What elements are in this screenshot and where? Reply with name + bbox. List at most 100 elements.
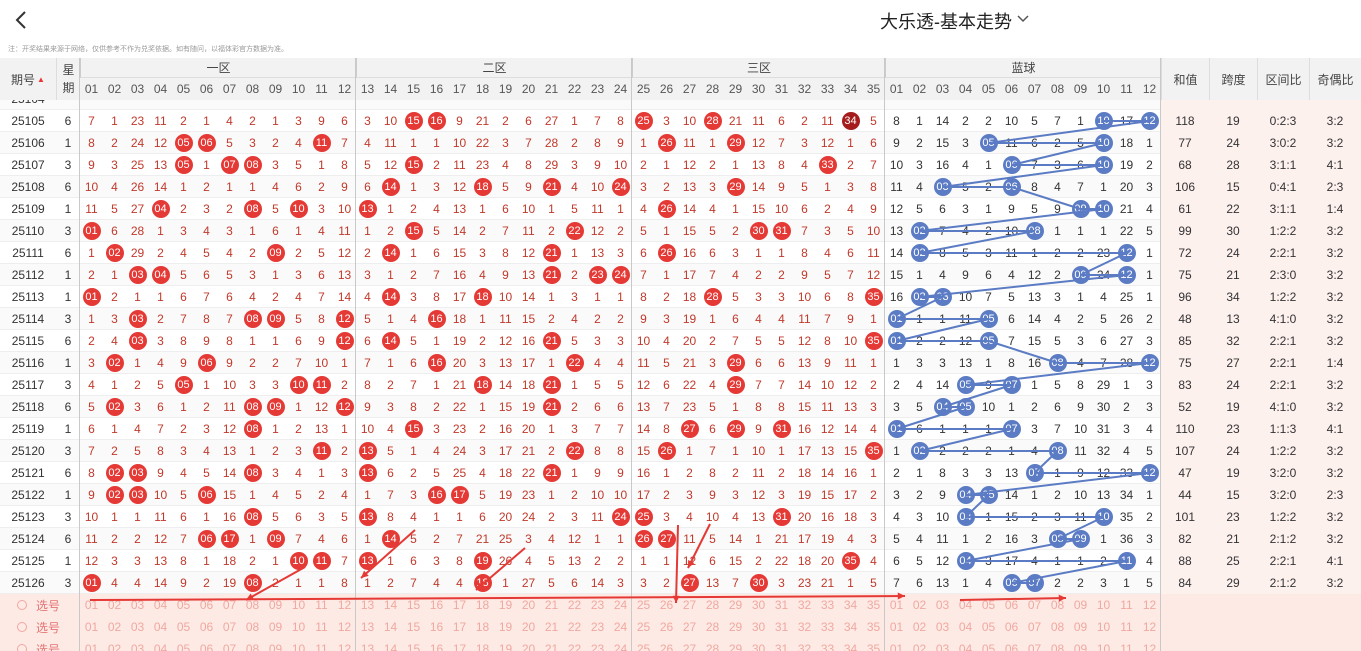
- selector-number[interactable]: 04: [153, 642, 168, 651]
- selector-number[interactable]: 03: [935, 598, 950, 612]
- selector-number[interactable]: 03: [130, 598, 145, 612]
- selector-number[interactable]: 16: [429, 642, 444, 651]
- stat-header[interactable]: 和值: [1161, 58, 1209, 100]
- table-row[interactable]: 25109 1 11 5 27 04 2 3 2 08 5 10 3 10 13 1 2 4 13 1 6 10 1 5 11 1…: [0, 198, 1361, 220]
- selector-number[interactable]: 29: [728, 642, 743, 651]
- selector-number[interactable]: 13: [360, 620, 375, 634]
- selector-number[interactable]: 02: [107, 598, 122, 612]
- selector-number[interactable]: 11: [1120, 598, 1133, 612]
- table-row[interactable]: 25110 3 01 6 28 1 3 4 3 1 6 1 4 11 1 2 15 5 14 2 7 11 2 22 12 2 5 1…: [0, 220, 1361, 242]
- table-row[interactable]: 25123 3 10 1 1 11 6 1 16 08 5 6 3 5 13 8 4 1 1 6 20 24 2 3 11 24 2…: [0, 506, 1361, 528]
- selector-number[interactable]: 30: [751, 598, 766, 612]
- selector-number[interactable]: 27: [682, 642, 697, 651]
- selector-number[interactable]: 32: [797, 620, 812, 634]
- selector-number[interactable]: 12: [337, 642, 352, 651]
- selector-number[interactable]: 28: [705, 642, 720, 651]
- table-row[interactable]: 25117 3 4 1 2 5 05 1 10 3 3 10 11 2 8 2 7 1 21 18 14 18 21 1 5 5 1…: [0, 374, 1361, 396]
- table-row[interactable]: 25125 1 12 3 3 13 8 1 18 2 1 10 11 7 13 1 6 3 8 19 26 4 5 13 2 2 1…: [0, 550, 1361, 572]
- selector-number[interactable]: 10: [1096, 598, 1111, 612]
- table-row[interactable]: 25115 6 2 4 03 3 8 9 8 1 1 6 9 12 6 14 5 1 19 2 12 16 21 5 3 3 10 4…: [0, 330, 1361, 352]
- selector-number[interactable]: 23: [590, 642, 605, 651]
- selector-number[interactable]: 23: [590, 620, 605, 634]
- selector-number[interactable]: 08: [1050, 620, 1065, 634]
- selector-number[interactable]: 33: [820, 620, 835, 634]
- selector-number[interactable]: 09: [1073, 598, 1088, 612]
- selector-number[interactable]: 05: [176, 642, 191, 651]
- stat-header[interactable]: 跨度: [1209, 58, 1257, 100]
- stat-header[interactable]: 区间比: [1257, 58, 1309, 100]
- chevron-down-icon[interactable]: [1016, 14, 1030, 24]
- selector-number[interactable]: 27: [682, 598, 697, 612]
- selector-number[interactable]: 09: [268, 620, 283, 634]
- table-row[interactable]: 25114 3 1 3 03 2 7 8 7 08 09 5 8 12 5 1 4 16 18 1 11 15 2 4 2 2 9 3…: [0, 308, 1361, 330]
- selector-number[interactable]: 25: [636, 598, 651, 612]
- selector-number[interactable]: 08: [1050, 642, 1065, 651]
- table-row[interactable]: 25106 1 8 2 24 12 05 06 5 3 2 4 11 7 4 11 1 1 10 22 3 7 28 2 8 9 1…: [0, 132, 1361, 154]
- selector-row[interactable]: 选号 01 02 03 04 05 06 07 08 09 10 11 12 13 14 15 16 17 18 19…: [0, 616, 1361, 638]
- selector-number[interactable]: 04: [153, 598, 168, 612]
- selector-number[interactable]: 18: [475, 598, 490, 612]
- selector-number[interactable]: 03: [130, 642, 145, 651]
- selector-number[interactable]: 24: [613, 598, 628, 612]
- selector-number[interactable]: 35: [866, 642, 881, 651]
- selector-number[interactable]: 30: [751, 620, 766, 634]
- selector-number[interactable]: 11: [315, 642, 328, 651]
- selector-number[interactable]: 06: [199, 642, 214, 651]
- selector-number[interactable]: 07: [222, 620, 237, 634]
- selector-number[interactable]: 05: [176, 598, 191, 612]
- selector-number[interactable]: 21: [544, 598, 559, 612]
- selector-number[interactable]: 05: [981, 620, 996, 634]
- selector-number[interactable]: 22: [567, 620, 582, 634]
- selector-number[interactable]: 02: [912, 598, 927, 612]
- selector-number[interactable]: 01: [889, 642, 904, 651]
- selector-number[interactable]: 29: [728, 598, 743, 612]
- selector-number[interactable]: 28: [705, 620, 720, 634]
- page-title[interactable]: 大乐透-基本走势: [880, 12, 1012, 32]
- selector-number[interactable]: 09: [268, 598, 283, 612]
- selector-number[interactable]: 07: [1027, 598, 1042, 612]
- selector-label[interactable]: 选号: [36, 620, 61, 635]
- selector-number[interactable]: 13: [360, 598, 375, 612]
- selector-number[interactable]: 12: [1142, 642, 1157, 651]
- selector-number[interactable]: 08: [245, 642, 260, 651]
- table-row[interactable]: 25112 1 2 1 03 04 5 6 5 3 1 3 6 13 3 1 2 7 16 4 9 13 21 2 23 24 7 1…: [0, 264, 1361, 286]
- selector-number[interactable]: 05: [981, 642, 996, 651]
- selector-number[interactable]: 10: [1096, 620, 1111, 634]
- selector-number[interactable]: 02: [912, 642, 927, 651]
- selector-number[interactable]: 07: [222, 642, 237, 651]
- selector-number[interactable]: 11: [1120, 620, 1133, 634]
- header-period[interactable]: 期号 ▲: [0, 58, 56, 100]
- selector-row[interactable]: 选号 01 02 03 04 05 06 07 08 09 10 11 12 13 14 15 16 17 18 19…: [0, 594, 1361, 616]
- selector-number[interactable]: 14: [383, 620, 398, 634]
- selector-number[interactable]: 20: [521, 598, 536, 612]
- selector-radio[interactable]: [17, 622, 27, 632]
- selector-number[interactable]: 04: [958, 642, 973, 651]
- selector-number[interactable]: 03: [935, 642, 950, 651]
- selector-number[interactable]: 09: [268, 642, 283, 651]
- selector-number[interactable]: 19: [498, 642, 513, 651]
- selector-number[interactable]: 26: [659, 620, 674, 634]
- selector-number[interactable]: 11: [315, 598, 328, 612]
- selector-number[interactable]: 25: [636, 620, 651, 634]
- selector-number[interactable]: 30: [751, 642, 766, 651]
- selector-number[interactable]: 05: [981, 598, 996, 612]
- selector-number[interactable]: 03: [130, 620, 145, 634]
- selector-number[interactable]: 26: [659, 642, 674, 651]
- selector-number[interactable]: 13: [360, 642, 375, 651]
- selector-radio[interactable]: [17, 600, 27, 610]
- stat-header[interactable]: 奇偶比: [1309, 58, 1361, 100]
- selector-number[interactable]: 04: [153, 620, 168, 634]
- selector-number[interactable]: 31: [774, 642, 789, 651]
- selector-number[interactable]: 22: [567, 598, 582, 612]
- selector-number[interactable]: 01: [84, 620, 99, 634]
- selector-number[interactable]: 03: [935, 620, 950, 634]
- selector-number[interactable]: 10: [291, 598, 306, 612]
- selector-number[interactable]: 34: [843, 642, 858, 651]
- selector-number[interactable]: 23: [590, 598, 605, 612]
- selector-number[interactable]: 08: [245, 598, 260, 612]
- selector-number[interactable]: 16: [429, 620, 444, 634]
- table-row[interactable]: 25119 1 6 1 4 7 2 3 12 08 1 2 13 1 10 4 15 3 23 2 16 20 1 3 7 7 14…: [0, 418, 1361, 440]
- selector-number[interactable]: 34: [843, 620, 858, 634]
- selector-number[interactable]: 10: [291, 642, 306, 651]
- selector-number[interactable]: 01: [84, 598, 99, 612]
